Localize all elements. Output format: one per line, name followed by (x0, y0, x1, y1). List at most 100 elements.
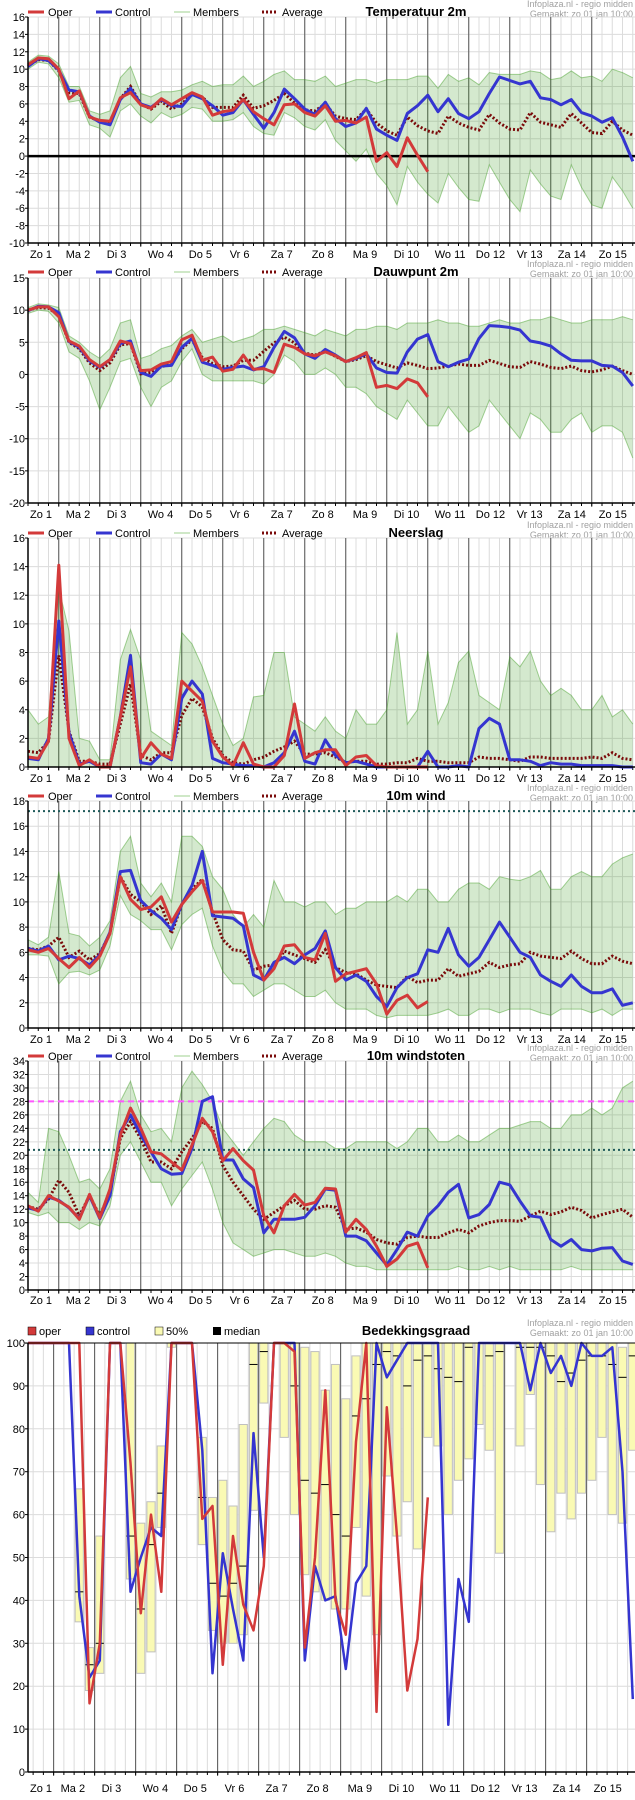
range-bar (412, 1342, 423, 1550)
x-tick-label: Zo 15 (599, 1034, 627, 1046)
x-tick-label: Wo 4 (148, 249, 173, 261)
range-bar (279, 1342, 289, 1438)
x-tick-label: Do 12 (471, 1783, 500, 1795)
x-tick-label: Vr 6 (230, 1295, 250, 1307)
y-tick-label: -8 (15, 221, 25, 233)
x-tick-label: Di 10 (394, 509, 420, 521)
x-tick-label: Di 3 (107, 1295, 127, 1307)
oper-line (27, 875, 429, 1016)
y-tick-label: 30 (13, 1638, 25, 1650)
chart-title: 10m wind (386, 788, 445, 803)
y-tick-label: 16 (13, 12, 25, 24)
x-tick-label: Za 7 (271, 509, 293, 521)
y-tick-label: 18 (13, 796, 25, 808)
members-min-line (27, 61, 634, 213)
range-bar (587, 1342, 597, 1481)
y-tick-label: 8 (19, 1231, 25, 1243)
x-tick-label: Vr 13 (517, 1295, 543, 1307)
y-tick-label: -6 (15, 203, 25, 215)
range-bar (95, 1535, 105, 1674)
members-spread (28, 836, 633, 1018)
y-tick-label: 0 (19, 151, 25, 163)
range-bar (443, 1342, 453, 1516)
legend-control-label: Control (115, 791, 150, 803)
x-tick-label: Wo 4 (148, 1295, 173, 1307)
chart-title: 10m windstoten (367, 1048, 465, 1063)
x-tick-label: Do 5 (189, 1034, 212, 1046)
y-tick-label: 8 (19, 648, 25, 660)
oper-line (27, 305, 430, 398)
y-tick-label: 14 (13, 1191, 25, 1203)
x-tick-label: Za 7 (271, 773, 293, 785)
y-tick-label: 14 (13, 29, 25, 41)
x-tick-label: Zo 1 (30, 249, 52, 261)
oper-line (28, 1341, 430, 1714)
y-tick-label: 6 (19, 1245, 25, 1257)
y-tick-label: 10 (13, 619, 25, 631)
y-tick-label: 16 (13, 821, 25, 833)
x-tick-label: Zo 15 (599, 249, 627, 261)
legend-oper-label: Oper (48, 7, 73, 19)
x-tick-label: Za 14 (558, 1295, 586, 1307)
oper-line (27, 563, 428, 769)
x-tick-label: Di 10 (394, 249, 420, 261)
legend-members-label: Members (193, 791, 239, 803)
legend-control-label: Control (115, 267, 150, 279)
y-tick-label: 8 (19, 922, 25, 934)
grid (27, 1060, 635, 1294)
x-tick-label: Di 3 (107, 509, 127, 521)
x-tick-label: Zo 8 (312, 249, 334, 261)
legend-oper-label: Oper (48, 267, 73, 279)
y-tick-label: 10 (13, 1724, 25, 1736)
members-min-line (27, 1140, 633, 1271)
x-tick-label: Zo 15 (599, 1295, 627, 1307)
x-tick-label: Ma 2 (66, 1034, 90, 1046)
y-tick-label: 20 (13, 1150, 25, 1162)
legend-control-label: Control (115, 1051, 150, 1063)
chart-title: Temperatuur 2m (366, 4, 467, 19)
x-tick-label: Do 12 (476, 249, 505, 261)
legend-members-label: Members (193, 1051, 239, 1063)
source-label: Infoplaza.nl - regio midden (527, 520, 633, 530)
x-tick-label: Zo 1 (30, 1783, 52, 1795)
x-tick-label: Zo 8 (312, 1034, 334, 1046)
legend-range-swatch (154, 1326, 164, 1336)
y-tick-label: 26 (13, 1110, 25, 1122)
x-tick-label: Za 7 (271, 1295, 293, 1307)
x-tick-label: Za 7 (266, 1783, 288, 1795)
range-bar (341, 1398, 351, 1610)
range-bar (494, 1342, 505, 1554)
y-tick-label: 0 (19, 1023, 25, 1035)
source-label: Infoplaza.nl - regio midden (527, 0, 633, 9)
grid (27, 16, 635, 247)
members-max-line (27, 835, 633, 947)
x-tick-label: Do 12 (476, 509, 505, 521)
x-tick-label: Ma 9 (348, 1783, 372, 1795)
y-tick-label: 12 (13, 47, 25, 59)
x-tick-label: Vr 6 (230, 509, 250, 521)
y-tick-label: 6 (19, 676, 25, 688)
members-max-line (27, 303, 633, 360)
y-tick-label: 14 (13, 562, 25, 574)
y-tick-label: 60 (13, 1510, 25, 1522)
y-tick-label: 2 (19, 134, 25, 146)
control-line (27, 619, 633, 769)
x-tick-label: Di 3 (107, 1034, 127, 1046)
y-tick-label: 40 (13, 1595, 25, 1607)
y-tick-label: 4 (19, 705, 25, 717)
x-tick-label: Zo 8 (307, 1783, 329, 1795)
y-tick-label: 8 (19, 82, 25, 94)
x-tick-label: Do 5 (189, 1295, 212, 1307)
y-tick-label: 2 (19, 998, 25, 1010)
control-line (27, 57, 635, 162)
x-tick-label: Ma 2 (66, 773, 90, 785)
x-tick-label: Zo 15 (599, 509, 627, 521)
y-tick-label: -5 (15, 402, 25, 414)
x-tick-label: Wo 4 (143, 1783, 168, 1795)
members-max-line (27, 587, 634, 761)
x-tick-label: Di 10 (394, 773, 420, 785)
range-bar (628, 1342, 635, 1451)
